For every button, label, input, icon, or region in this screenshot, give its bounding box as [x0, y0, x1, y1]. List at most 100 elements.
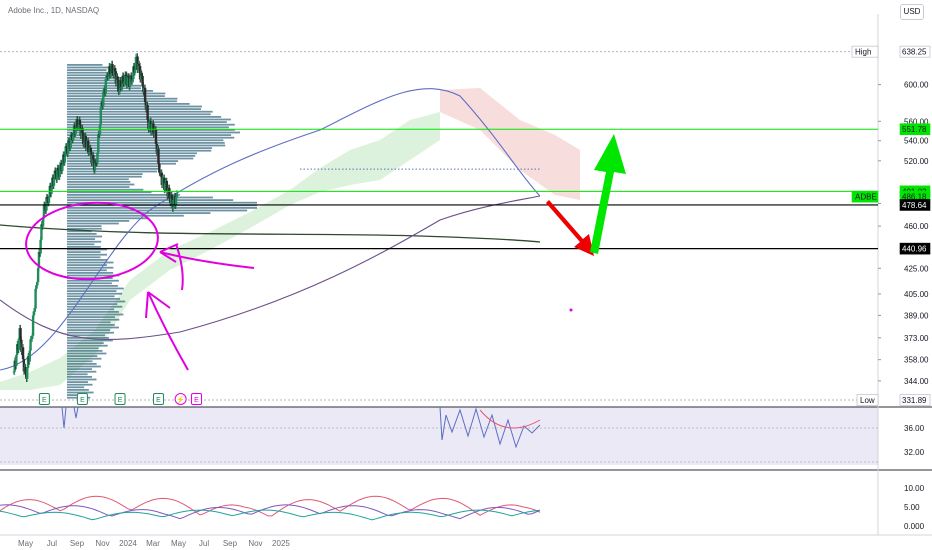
y-tick-label: 425.00	[904, 264, 929, 273]
candle-body	[85, 147, 88, 149]
volume-profile-bar	[67, 368, 93, 370]
earnings-marker-label: E	[42, 397, 47, 404]
candle-body	[111, 63, 114, 74]
level-price-tag	[899, 123, 931, 136]
y-tick-label: 460.00	[904, 222, 929, 231]
volume-profile-bar	[67, 77, 123, 79]
x-tick-label: May	[171, 539, 186, 548]
candle-body	[122, 75, 125, 84]
ichimoku-cloud-bearish	[440, 88, 580, 200]
earnings-marker	[76, 393, 88, 405]
oscillator-tick-label: 0.000	[904, 522, 925, 531]
volume-profile-bar	[67, 92, 166, 95]
candle-body	[128, 78, 132, 88]
volume-profile-bar	[67, 342, 104, 344]
volume-profile-bar	[67, 324, 115, 326]
moving-average-50	[0, 88, 541, 371]
candle-body	[155, 143, 159, 153]
candle-body	[65, 146, 68, 148]
candle-body	[146, 105, 149, 120]
volume-profile-bar	[67, 108, 202, 110]
earnings-marker	[174, 393, 187, 405]
x-tick-label: Jul	[47, 539, 57, 548]
y-tick-label: 600.00	[904, 81, 929, 90]
candle-body	[148, 121, 151, 130]
volume-profile-bar	[67, 175, 142, 178]
volume-profile-bar	[67, 227, 102, 230]
volume-profile-bar	[67, 277, 113, 279]
volume-profile-bar	[67, 160, 179, 162]
candle-body	[28, 350, 31, 362]
volume-profile-bar	[67, 139, 224, 142]
volume-profile-bar	[67, 209, 248, 212]
volume-profile-bar	[67, 113, 211, 116]
candle-body	[150, 124, 153, 133]
volume-profile-bar	[67, 152, 197, 155]
volume-profile-bar	[67, 165, 161, 168]
x-tick-label: May	[18, 539, 33, 548]
candle-body	[161, 178, 164, 185]
volume-profile-bar	[67, 355, 98, 357]
candle-body	[132, 66, 135, 80]
rsi-line	[61, 406, 79, 429]
candle-body	[97, 134, 100, 153]
oscillator-line	[0, 509, 541, 521]
volume-profile-bar	[67, 357, 102, 360]
volume-profile-bar	[67, 149, 212, 152]
volume-profile-bar	[67, 162, 176, 165]
annotation-arrow	[159, 251, 255, 269]
annotation-dot	[569, 308, 573, 312]
volume-profile-bar	[67, 222, 119, 225]
volume-profile-bar	[67, 391, 94, 394]
volume-profile-bar	[67, 300, 126, 303]
candle-body	[72, 135, 75, 141]
candle-body	[64, 146, 67, 157]
level-price-tag	[899, 45, 931, 58]
candle-body	[153, 133, 156, 135]
level-name-tag	[856, 394, 879, 406]
volume-profile-bar	[67, 363, 97, 365]
candle-body	[87, 152, 91, 154]
y-tick-label: 344.00	[904, 377, 929, 386]
rsi-signal-line	[479, 409, 541, 429]
candle-body	[12, 371, 16, 373]
candle-body	[89, 147, 92, 152]
volume-profile-bar	[67, 347, 99, 350]
volume-profile-bar	[67, 66, 111, 69]
candle-body	[116, 76, 119, 80]
volume-profile-bar	[67, 207, 257, 209]
volume-profile-bar	[67, 290, 117, 292]
y-tick-label: 560.00	[904, 117, 929, 126]
x-tick-label: Mar	[146, 539, 160, 548]
volume-profile-bar	[67, 116, 222, 118]
volume-profile-bar	[67, 295, 115, 298]
candle-body	[36, 282, 39, 286]
candle-body	[56, 167, 59, 180]
candle-body	[82, 133, 85, 145]
volume-profile-bar	[67, 261, 114, 264]
candle-body	[26, 367, 29, 379]
candle-body	[13, 360, 16, 372]
candle-body	[117, 91, 121, 93]
volume-profile-bar	[67, 370, 97, 373]
volume-profile-bar	[67, 103, 190, 105]
volume-profile-bar	[67, 259, 107, 261]
earnings-marker-label: E	[118, 397, 123, 404]
volume-profile-bar	[67, 378, 97, 381]
volume-profile-bar	[67, 225, 102, 227]
volume-profile-bar	[67, 264, 107, 266]
volume-profile-bar	[67, 256, 101, 259]
volume-profile-bar	[67, 243, 95, 246]
candle-body	[58, 165, 62, 177]
candle-body	[46, 197, 49, 199]
candle-body	[56, 167, 60, 171]
volume-profile-bar	[67, 157, 194, 160]
candle-body	[133, 69, 137, 73]
candle-body	[81, 128, 84, 134]
candle-body	[112, 68, 116, 76]
currency-button[interactable]: USD	[900, 4, 924, 20]
volume-profile-bar	[67, 344, 108, 347]
volume-profile-bar	[67, 365, 101, 368]
rsi-band	[0, 407, 878, 465]
